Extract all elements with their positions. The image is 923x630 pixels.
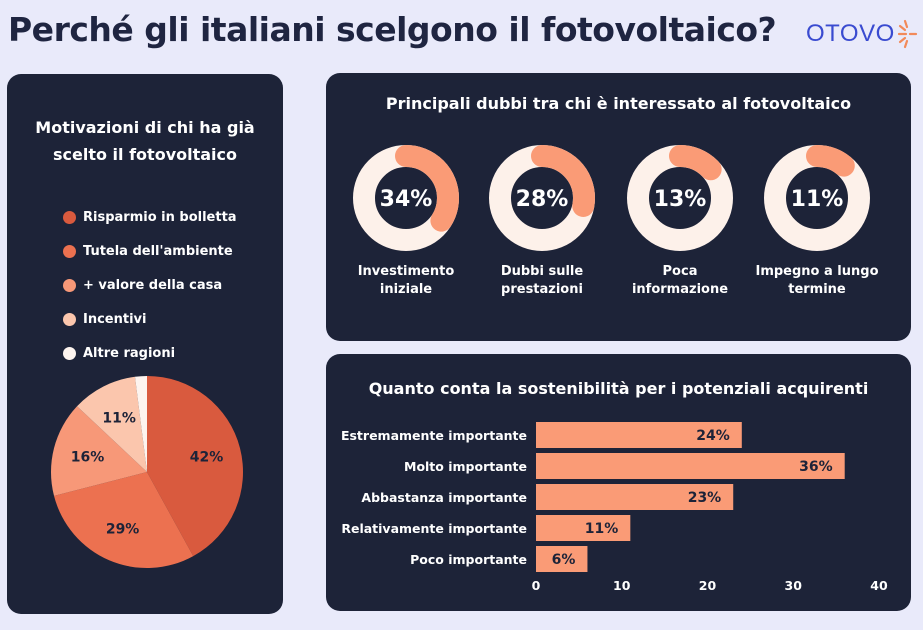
- bar-value-label: 11%: [585, 521, 619, 537]
- legend-swatch: [63, 244, 76, 258]
- legend-swatch: [63, 278, 76, 292]
- donut-label-line: termine: [788, 282, 846, 297]
- legend-item: + valore della casa: [63, 268, 237, 302]
- pie-slice-label: 16%: [71, 450, 105, 466]
- legend-item: Altre ragioni: [63, 336, 237, 370]
- bar-value-label: 6%: [552, 552, 576, 568]
- bar: [536, 422, 742, 448]
- bar-category-label: Relativamente importante: [341, 521, 527, 536]
- bar: [536, 484, 734, 510]
- legend-label: Altre ragioni: [83, 345, 176, 361]
- donut-label: Poca informazione: [615, 263, 745, 299]
- donut-value: 11%: [791, 187, 844, 212]
- donut-arc: [353, 145, 459, 251]
- donut-arc: [764, 145, 870, 251]
- donut-value: 34%: [380, 187, 433, 212]
- pie-slice: [134, 376, 147, 472]
- x-tick-label: 20: [699, 578, 717, 593]
- bar-chart: Estremamente importante 24% Molto importan…: [341, 422, 888, 593]
- donut-label-line: Poca: [662, 264, 698, 279]
- bar: [536, 546, 588, 572]
- pie-slice-label: 29%: [106, 521, 140, 537]
- donut-value: 13%: [654, 187, 707, 212]
- bar-value-label: 24%: [696, 428, 730, 444]
- pie-slice: [147, 376, 243, 557]
- x-tick-label: 10: [613, 578, 631, 593]
- bar-category-label: Poco importante: [410, 552, 527, 567]
- donut-item: 34% Investimento iniziale: [341, 145, 471, 299]
- donut-label-line: Dubbi sulle: [500, 264, 584, 279]
- bar-category-label: Molto importante: [404, 459, 527, 474]
- legend-label: Incentivi: [83, 311, 147, 327]
- x-tick-label: 40: [870, 578, 888, 593]
- legend-swatch: [63, 312, 76, 326]
- sun-icon: [897, 19, 917, 49]
- donut-item: 28% Dubbi sulle prestazioni: [477, 145, 607, 299]
- legend-label: Risparmio in bolletta: [83, 209, 237, 225]
- donut-value: 28%: [516, 187, 569, 212]
- legend-item: Incentivi: [63, 302, 237, 336]
- donut-chart: 13%: [627, 145, 733, 251]
- logo-text: OTOVO: [806, 20, 895, 47]
- doubts-panel: Principali dubbi tra chi è interessato a…: [326, 73, 911, 341]
- pie-slice-label: 11%: [102, 410, 136, 426]
- legend-swatch: [63, 346, 76, 360]
- donut-chart: 11%: [764, 145, 870, 251]
- donut-label-line: prestazioni: [501, 282, 583, 297]
- bar: [536, 453, 845, 479]
- pie-legend: Risparmio in bolletta Tutela dell'ambient…: [63, 200, 237, 370]
- legend-label: Tutela dell'ambiente: [83, 243, 233, 259]
- pie-slice: [77, 376, 147, 472]
- bar: [536, 515, 631, 541]
- donut-label: Investimento iniziale: [341, 263, 471, 299]
- sustainability-panel: Quanto conta la sostenibilità per i pote…: [326, 354, 911, 611]
- bar-value-label: 36%: [799, 459, 833, 475]
- donut-arc: [627, 145, 733, 251]
- bar-category-label: Estremamente importante: [341, 428, 527, 443]
- donut-label-line: iniziale: [379, 282, 433, 297]
- otovo-logo: OTOVO: [806, 14, 918, 54]
- motivations-panel: Motivazioni di chi ha già scelto il foto…: [7, 74, 283, 614]
- donut-chart-title: Principali dubbi tra chi è interessato a…: [385, 94, 852, 113]
- x-tick-label: 0: [532, 578, 541, 593]
- pie-slice-label: 42%: [190, 450, 224, 466]
- donut-item: 13% Poca informazione: [615, 145, 745, 299]
- page-title: Perché gli italiani scelgono il fotovolt…: [8, 10, 777, 49]
- donut-label: Impegno a lungo termine: [752, 263, 882, 299]
- legend-swatch: [63, 210, 76, 224]
- bar-category-label: Abbastanza importante: [361, 490, 527, 505]
- donut-label-line: Investimento: [357, 264, 455, 279]
- donut-label: Dubbi sulle prestazioni: [477, 263, 607, 299]
- donut-label-line: informazione: [631, 282, 729, 297]
- pie-chart: 42% 29% 16% 11%: [51, 376, 243, 568]
- legend-item: Risparmio in bolletta: [63, 200, 237, 234]
- bar-chart-title: Quanto conta la sostenibilità per i pote…: [368, 379, 869, 398]
- legend-item: Tutela dell'ambiente: [63, 234, 237, 268]
- donut-label-line: Impegno a lungo: [755, 264, 879, 279]
- pie-slice: [54, 472, 194, 568]
- x-tick-label: 30: [785, 578, 803, 593]
- legend-label: + valore della casa: [83, 277, 223, 293]
- donut-chart: 28%: [489, 145, 595, 251]
- donut-item: 11% Impegno a lungo termine: [752, 145, 882, 299]
- donut-chart: 34%: [353, 145, 459, 251]
- pie-slice: [51, 406, 148, 496]
- pie-chart-title: Motivazioni di chi ha già scelto il foto…: [35, 118, 255, 164]
- bar-value-label: 23%: [688, 490, 722, 506]
- donut-arc: [489, 145, 595, 251]
